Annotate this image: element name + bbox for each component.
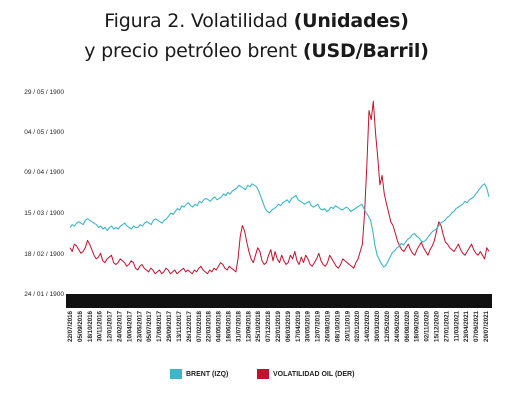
y-tick-label: 24 / 01 / 1900 [24,291,64,298]
title-line-1-text: Figura 2. Volatilidad [104,10,294,32]
x-tick-label: 22/03/2018 [206,310,213,342]
y-tick-label: 04 / 05 / 1900 [24,129,64,136]
x-tick-label: 07/12/2018 [265,310,272,342]
x-tick-label: 30/11/2016 [97,310,104,341]
x-tick-label: 18/06/2018 [226,310,233,342]
title-line-2-bold: (USD/Barril) [302,40,429,62]
x-tick-label: 12/05/2020 [384,310,391,342]
x-tick-label: 12/01/2017 [107,310,114,342]
x-tick-label: 13/11/2017 [176,311,183,342]
x-tick-label: 17/08/2017 [156,310,163,342]
x-tick-label: 20/07/2021 [483,310,490,342]
y-tick-label: 09 / 04 / 1900 [24,169,64,176]
chart-title-line-2: y precio petróleo brent (USD/Barril) [0,40,513,62]
x-tick-label: 18/10/2016 [87,310,94,342]
x-tick-label: 12/07/2019 [315,310,322,342]
x-tick-label: 31/07/2018 [235,310,242,342]
x-tick-label: 20/11/2019 [344,310,351,341]
x-tick-label: 24/02/2017 [117,310,124,342]
x-tick-label: 07/06/2021 [473,310,480,342]
x-tick-label: 30/05/2019 [305,310,312,342]
legend-swatch-brent [170,369,182,379]
title-line-2-text: y precio petróleo brent [84,40,303,62]
x-tick-label: 02/11/2020 [424,310,431,341]
legend-item-brent: BRENT (IZQ) [170,369,228,379]
x-tick-label: 07/02/2018 [196,310,203,342]
legend-item-volatility: VOLATILIDAD OIL (DER) [257,369,354,379]
chart-title-line-1: Figura 2. Volatilidad (Unidades) [0,10,513,32]
x-axis-band [66,294,492,308]
x-tick-label: 27/01/2021 [443,310,450,342]
y-tick-label: 18 / 02 / 1900 [24,251,64,258]
x-tick-label: 25/10/2018 [255,310,262,342]
x-tick-label: 24/06/2020 [394,310,401,342]
x-tick-label: 05/09/2016 [77,310,84,342]
y-tick-label: 15 / 03 / 1900 [24,210,64,217]
x-tick-label: 22/07/2016 [67,310,74,342]
x-tick-label: 04/05/2018 [216,310,223,342]
x-tick-label: 08/10/2019 [334,310,341,342]
x-tick-label: 23/05/2017 [136,310,143,342]
x-tick-label: 11/03/2021 [453,310,460,341]
title-line-1-bold: (Unidades) [293,10,409,32]
x-tick-label: 06/03/2019 [285,310,292,342]
x-tick-label: 22/01/2019 [275,310,282,342]
x-tick-label: 15/12/2020 [434,310,441,342]
x-tick-label: 06/08/2020 [404,310,411,342]
series-line-brent [69,183,490,268]
x-tick-label: 12/09/2018 [245,310,252,342]
legend-swatch-volatility [257,369,269,379]
x-tick-label: 23/04/2021 [463,310,470,342]
y-tick-label: 29 / 05 / 1900 [24,89,64,96]
series-line-volatility [69,100,490,275]
x-tick-label: 05/07/2017 [146,310,153,342]
x-tick-label: 26/12/2017 [186,310,193,342]
x-tick-label: 17/04/2019 [295,310,302,342]
legend-label-brent: BRENT (IZQ) [186,370,229,378]
x-tick-label: 02/01/2020 [354,310,361,342]
x-tick-label: 10/04/2017 [126,310,133,342]
x-tick-label: 26/08/2019 [325,310,332,342]
legend-label-volatility: VOLATILIDAD OIL (DER) [273,370,355,378]
x-tick-label: 29/09/2017 [166,310,173,342]
x-tick-label: 30/03/2020 [374,310,381,342]
x-tick-label: 14/02/2020 [364,310,371,342]
x-tick-label: 18/09/2020 [414,310,421,342]
